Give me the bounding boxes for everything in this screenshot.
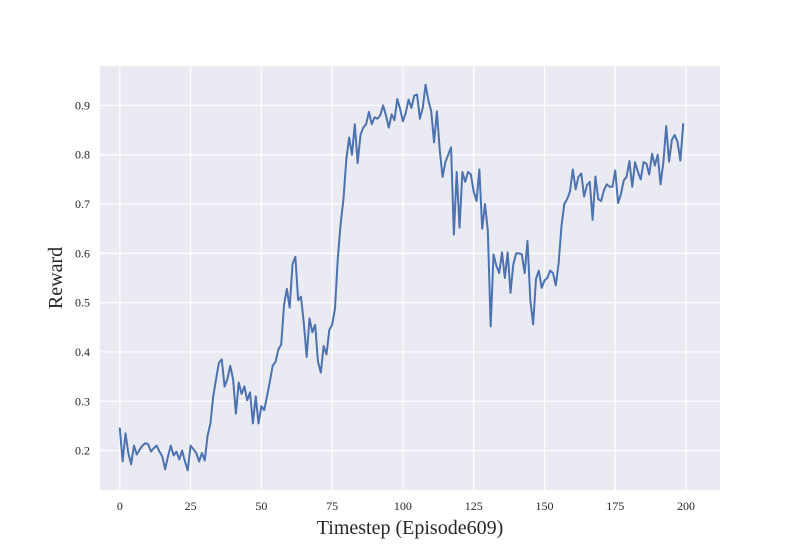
x-tick-labels: 0 25 50 75 100 125 150 175 200 — [117, 499, 695, 513]
x-tick-label: 125 — [465, 499, 483, 513]
x-axis-label: Timestep (Episode609) — [317, 517, 503, 539]
reward-series-line — [118, 83, 685, 472]
x-tick-label: 150 — [535, 499, 553, 513]
series-layer — [118, 83, 685, 472]
y-tick-label: 0.3 — [75, 394, 90, 408]
y-tick-label: 0.5 — [75, 296, 90, 310]
x-tick-label: 25 — [185, 499, 197, 513]
x-tick-label: 75 — [326, 499, 338, 513]
x-tick-label: 100 — [394, 499, 412, 513]
x-tick-label: 0 — [117, 499, 123, 513]
x-tick-label: 200 — [677, 499, 695, 513]
y-tick-label: 0.6 — [75, 246, 90, 260]
y-tick-label: 0.9 — [75, 98, 90, 112]
x-tick-label: 175 — [606, 499, 624, 513]
plot-area — [100, 66, 720, 490]
y-tick-label: 0.8 — [75, 148, 90, 162]
y-tick-labels: 0.2 0.3 0.4 0.5 0.6 0.7 0.8 0.9 — [75, 98, 90, 457]
y-axis-label: Reward — [45, 247, 67, 309]
y-tick-label: 0.4 — [75, 345, 90, 359]
vertical-gridlines — [119, 66, 687, 490]
y-tick-label: 0.2 — [75, 444, 90, 458]
x-tick-label: 50 — [255, 499, 267, 513]
y-tick-label: 0.7 — [75, 197, 90, 211]
